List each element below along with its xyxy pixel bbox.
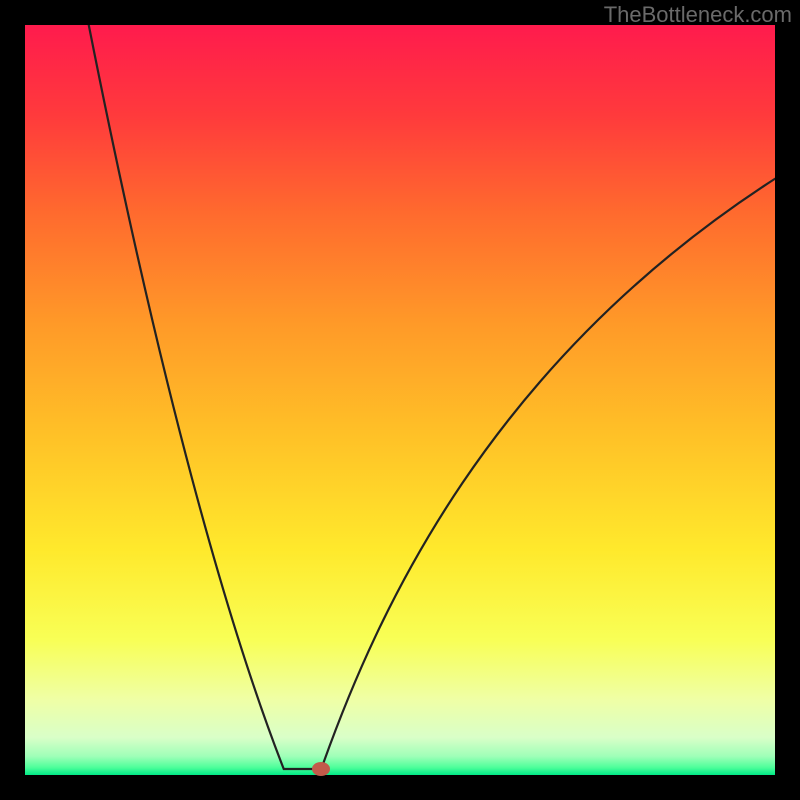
bottleneck-curve (25, 25, 775, 775)
chart-frame: TheBottleneck.com (0, 0, 800, 800)
watermark-text: TheBottleneck.com (604, 2, 792, 28)
optimum-marker (312, 762, 330, 776)
v-curve-path (89, 25, 775, 769)
plot-area (25, 25, 775, 775)
